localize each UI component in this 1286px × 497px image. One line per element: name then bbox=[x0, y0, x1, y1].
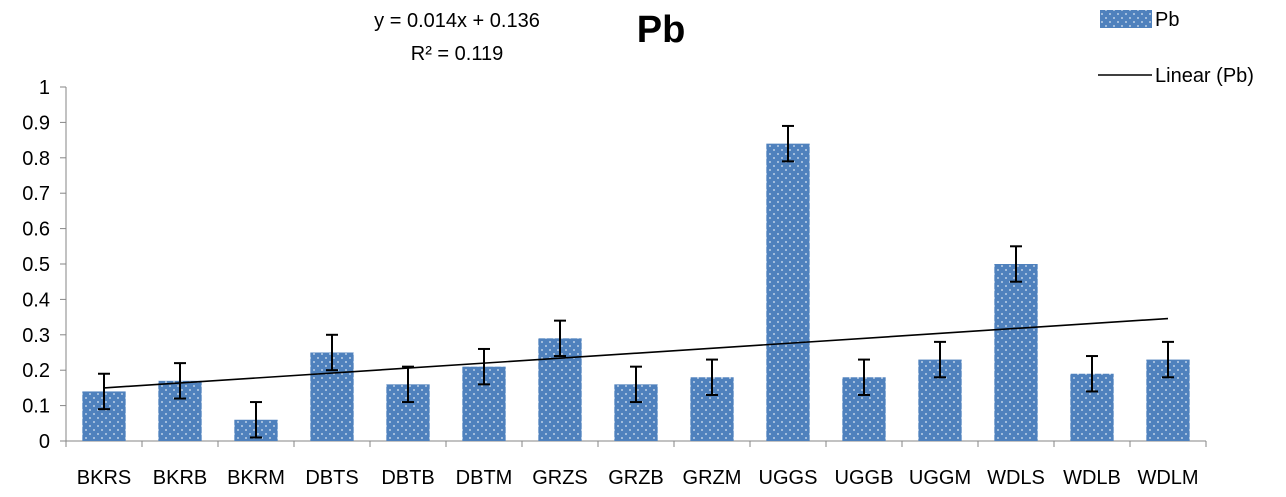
y-tick-label: 0.2 bbox=[22, 360, 50, 382]
y-tick-label: 0.6 bbox=[22, 219, 50, 241]
y-tick-label: 0.4 bbox=[22, 289, 50, 311]
y-tick-label: 0.8 bbox=[22, 148, 50, 170]
legend: Pb Linear (Pb) bbox=[1098, 9, 1254, 87]
y-tick-label: 1 bbox=[39, 77, 50, 99]
x-tick-label: UGGS bbox=[759, 467, 818, 489]
legend-label-pb: Pb bbox=[1155, 9, 1179, 31]
x-tick-label: UGGB bbox=[835, 467, 894, 489]
legend-label-linear: Linear (Pb) bbox=[1155, 65, 1254, 87]
trendline-r-squared: R² = 0.119 bbox=[411, 43, 503, 65]
bar-uggs bbox=[766, 143, 810, 441]
x-tick-label: DBTM bbox=[456, 467, 513, 489]
legend-patch-pb bbox=[1100, 10, 1152, 28]
chart-title: Pb bbox=[637, 9, 686, 51]
x-tick-label: WDLM bbox=[1137, 467, 1198, 489]
y-tick-label: 0.7 bbox=[22, 183, 50, 205]
x-tick-label: BKRS bbox=[77, 467, 131, 489]
y-tick-label: 0.1 bbox=[22, 396, 50, 418]
x-tick-label: GRZB bbox=[608, 467, 664, 489]
y-tick-label: 0 bbox=[39, 431, 50, 453]
trendline-equation: y = 0.014x + 0.136 bbox=[374, 10, 540, 32]
x-tick-label: DBTS bbox=[305, 467, 358, 489]
plot-area: 0 0.1 0.2 0.3 0.4 0.5 0.6 0.7 0.8 0.9 1 BKRS BKRB BKR… bbox=[22, 77, 1207, 489]
x-tick-label: GRZM bbox=[683, 467, 742, 489]
y-tick-label: 0.3 bbox=[22, 325, 50, 347]
x-tick-label: WDLB bbox=[1063, 467, 1121, 489]
trendline bbox=[103, 317, 1169, 389]
y-tick-label: 0.9 bbox=[22, 112, 50, 134]
x-tick-label: WDLS bbox=[987, 467, 1045, 489]
x-tick-label: GRZS bbox=[532, 467, 588, 489]
x-tick-label: BKRM bbox=[227, 467, 285, 489]
y-tick-label: 0.5 bbox=[22, 254, 50, 276]
x-tick-label: UGGM bbox=[909, 467, 971, 489]
x-tick-label: BKRB bbox=[153, 467, 207, 489]
x-tick-label: DBTB bbox=[381, 467, 434, 489]
bar-wdls bbox=[994, 264, 1038, 441]
